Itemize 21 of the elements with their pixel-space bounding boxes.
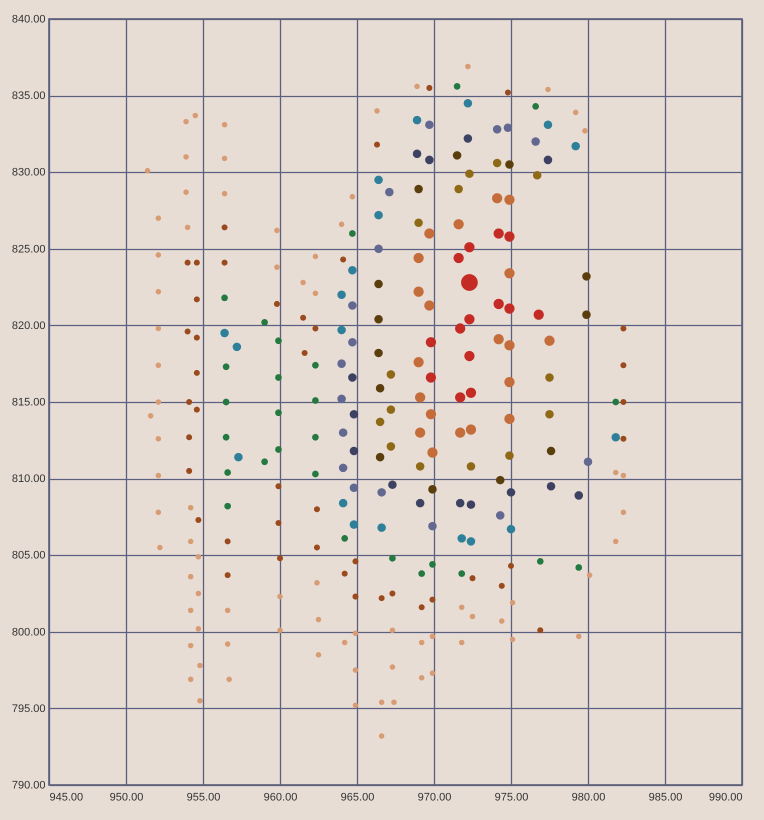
y-tick-label: 840.00 <box>12 14 46 26</box>
y-tick-label: 795.00 <box>12 702 46 715</box>
x-tick-label: 990.00 <box>708 792 742 804</box>
x-tick-label: 950.00 <box>110 792 144 804</box>
y-tick-label: 820.00 <box>12 320 46 332</box>
x-tick-label: 955.00 <box>186 792 220 804</box>
y-tick-label: 800.00 <box>12 626 46 638</box>
y-tick-label: 825.00 <box>12 243 46 256</box>
y-tick-label: 815.00 <box>12 396 46 408</box>
x-tick-label: 985.00 <box>648 792 682 804</box>
y-tick-label: 790.00 <box>12 780 46 792</box>
x-tick-label: 980.00 <box>572 792 606 804</box>
x-tick-label: 965.00 <box>340 792 374 804</box>
y-tick-label: 810.00 <box>12 473 46 486</box>
x-tick-label: 970.00 <box>418 792 452 804</box>
x-tick-label: 945.00 <box>50 792 84 804</box>
y-tick-label: 805.00 <box>12 550 46 562</box>
y-tick-label: 835.00 <box>12 90 46 102</box>
x-tick-label: 975.00 <box>494 792 528 804</box>
x-tick-label: 960.00 <box>264 792 298 804</box>
y-tick-label: 830.00 <box>12 166 46 179</box>
